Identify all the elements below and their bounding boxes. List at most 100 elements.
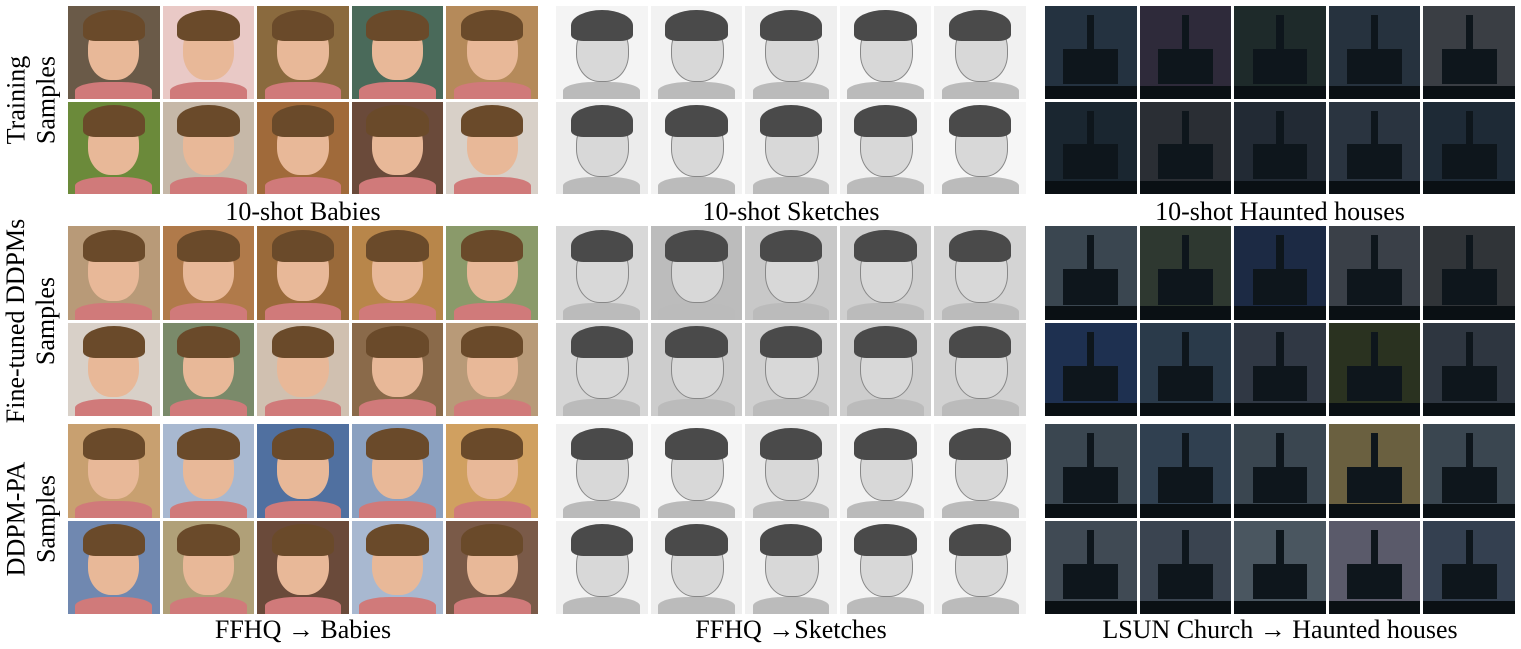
baby-sample-image [162,101,255,194]
house-sample-image [1045,520,1137,614]
baby-sample-image [257,520,349,614]
sketch-sample-image [745,101,837,194]
baby-sample-image [257,101,349,194]
sketch-sample-image [650,226,743,320]
sketch-sample-image [650,424,743,518]
sketch-sample-image [556,6,648,99]
sketch-sample-image [839,322,932,416]
baby-sample-image [162,520,255,614]
baby-sample-image [351,520,444,614]
sketch-sample-image [556,101,648,194]
house-sample-image [1423,6,1515,99]
house-sample-image [1423,424,1515,518]
house-sample-image [1139,6,1232,99]
house-sample-image [1328,101,1421,194]
row-label-line1: DDPM-PA [1,461,31,577]
sketch-sample-image [839,520,932,614]
image-grid-house-row2 [1045,226,1515,416]
house-sample-image [1234,520,1326,614]
house-sample-image [1234,322,1326,416]
house-sample-image [1139,424,1232,518]
baby-sample-image [68,424,160,518]
baby-sample-image [257,424,349,518]
baby-sample-image [446,6,538,99]
house-sample-image [1328,6,1421,99]
house-sample-image [1045,424,1137,518]
caption-haunted-10shot: 10-shot Haunted houses [1155,197,1405,226]
sketch-sample-image [650,322,743,416]
image-grid-sketch-row3 [556,424,1026,614]
row-label-line1: Training [1,55,30,145]
baby-sample-image [162,226,255,320]
house-sample-image [1234,101,1326,194]
sketch-sample-image [650,6,743,99]
baby-sample-image [351,424,444,518]
sketch-sample-image [556,424,648,518]
row-label-training: Training Samples [0,6,62,194]
house-sample-image [1045,226,1137,320]
sketch-sample-image [745,520,837,614]
house-sample-image [1423,226,1515,320]
house-sample-image [1234,424,1326,518]
row-label-finetuned: Fine-tuned DDPMs Samples [0,219,62,423]
baby-sample-image [68,520,160,614]
baby-sample-image [162,6,255,99]
baby-sample-image [257,322,349,416]
baby-sample-image [257,6,349,99]
house-sample-image [1234,226,1326,320]
sketch-sample-image [556,226,648,320]
house-sample-image [1328,424,1421,518]
baby-sample-image [68,322,160,416]
house-sample-image [1139,322,1232,416]
caption-lsun-haunted: LSUN Church → Haunted houses [1102,615,1458,644]
sketch-sample-image [934,424,1026,518]
baby-sample-image [351,226,444,320]
sketch-sample-image [650,520,743,614]
sketch-sample-image [839,6,932,99]
house-sample-image [1045,322,1137,416]
baby-sample-image [68,6,160,99]
row-label-line2: Samples [31,474,61,564]
caption-ffhq-babies: FFHQ → Babies [214,615,392,644]
sketch-sample-image [839,226,932,320]
sketch-sample-image [745,322,837,416]
house-sample-image [1328,226,1421,320]
house-sample-image [1045,6,1137,99]
house-sample-image [1423,520,1515,614]
sketch-sample-image [934,101,1026,194]
sketch-sample-image [745,6,837,99]
caption-babies-10shot: 10-shot Babies [225,197,381,226]
baby-sample-image [68,226,160,320]
house-sample-image [1423,101,1515,194]
baby-sample-image [446,322,538,416]
house-sample-image [1139,226,1232,320]
image-grid-baby-row3 [68,424,538,614]
sketch-sample-image [839,101,932,194]
image-grid-house-row3 [1045,424,1515,614]
baby-sample-image [446,226,538,320]
row-label-line2: Samples [31,55,60,145]
image-grid-sketch-row2 [556,226,1026,416]
house-sample-image [1328,520,1421,614]
house-sample-image [1139,101,1232,194]
sketch-sample-image [556,520,648,614]
house-sample-image [1139,520,1232,614]
sketch-sample-image [934,6,1026,99]
baby-sample-image [162,322,255,416]
sketch-sample-image [650,101,743,194]
baby-sample-image [351,101,444,194]
sketch-sample-image [934,226,1026,320]
baby-sample-image [446,520,538,614]
baby-sample-image [351,6,444,99]
image-grid-house-row1 [1045,6,1515,194]
house-sample-image [1234,6,1326,99]
image-grid-baby-row1 [68,6,538,194]
baby-sample-image [351,322,444,416]
house-sample-image [1423,322,1515,416]
baby-sample-image [446,424,538,518]
image-grid-baby-row2 [68,226,538,416]
image-grid-sketch-row1 [556,6,1026,194]
row-label-line2: Samples [31,276,60,366]
baby-sample-image [446,101,538,194]
baby-sample-image [68,101,160,194]
